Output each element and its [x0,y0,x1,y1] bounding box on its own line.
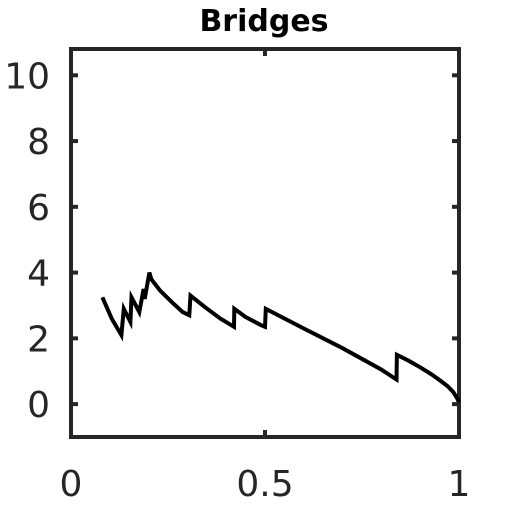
y-tick-label: 10 [4,56,50,97]
y-tick-label: 6 [27,188,50,229]
plot-frame [69,47,461,439]
x-tick-label: 0.5 [236,464,293,505]
y-tick-label: 8 [27,122,50,163]
chart-title: Bridges [199,4,328,39]
axes-layer [69,47,461,439]
y-tick-label: 0 [27,385,50,426]
x-tick-label: 0 [60,464,83,505]
y-tick-label: 4 [27,254,50,295]
series-layer [100,272,461,404]
x-tick-label: 1 [448,464,471,505]
y-tick-label: 2 [27,319,50,360]
series-line [100,272,461,404]
